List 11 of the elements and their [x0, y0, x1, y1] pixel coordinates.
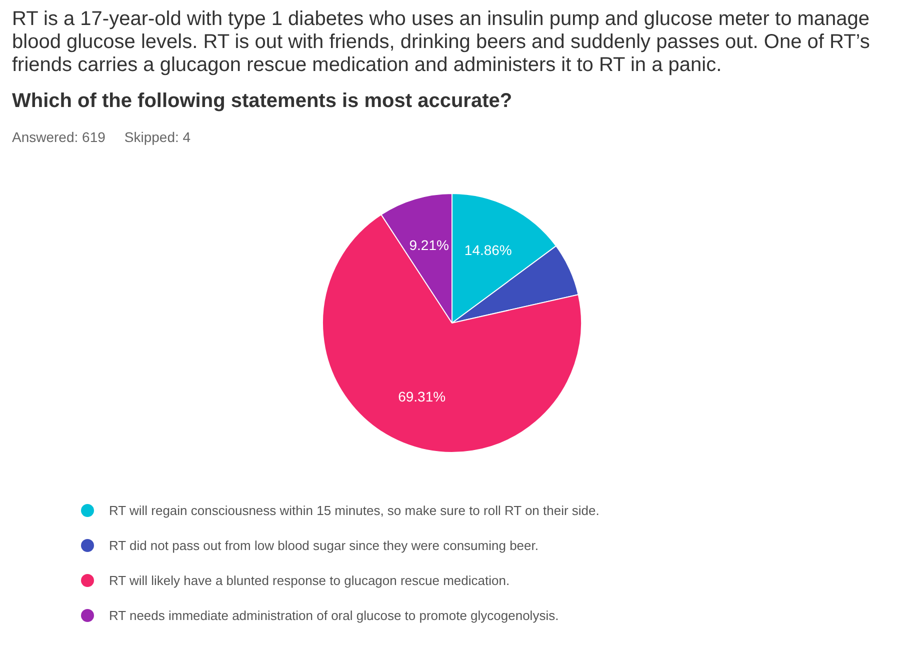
- legend-label: RT will likely have a blunted response to glucagon rescue medication.: [109, 573, 510, 588]
- data-label: 69.31%: [398, 388, 446, 404]
- legend-label: RT will regain consciousness within 15 minutes, so make sure to roll RT on their side.: [109, 503, 600, 518]
- legend-label: RT did not pass out from low blood sugar since they were consuming beer.: [109, 538, 538, 553]
- chart-title: RT is a 17-year-old with type 1 diabetes who uses an insulin pump and glucose meter to manage blood glucose levels. RT is out with friends, drinking beers and suddenly passes out. One of RT’s friends carries a glucagon rescue medication and administers it to RT in a panic.: [11, 8, 871, 77]
- data-label: 14.86%: [464, 242, 512, 258]
- chart-subtitle: Which of the following statements is most accurate?: [11, 90, 514, 113]
- text: Skipped: 4: [124, 129, 191, 145]
- data-label: 9.21%: [409, 236, 449, 253]
- legend-label: RT needs immediate administration of oral glucose to promote glycogenolysis.: [109, 608, 559, 623]
- text: Answered: 619: [12, 129, 106, 145]
